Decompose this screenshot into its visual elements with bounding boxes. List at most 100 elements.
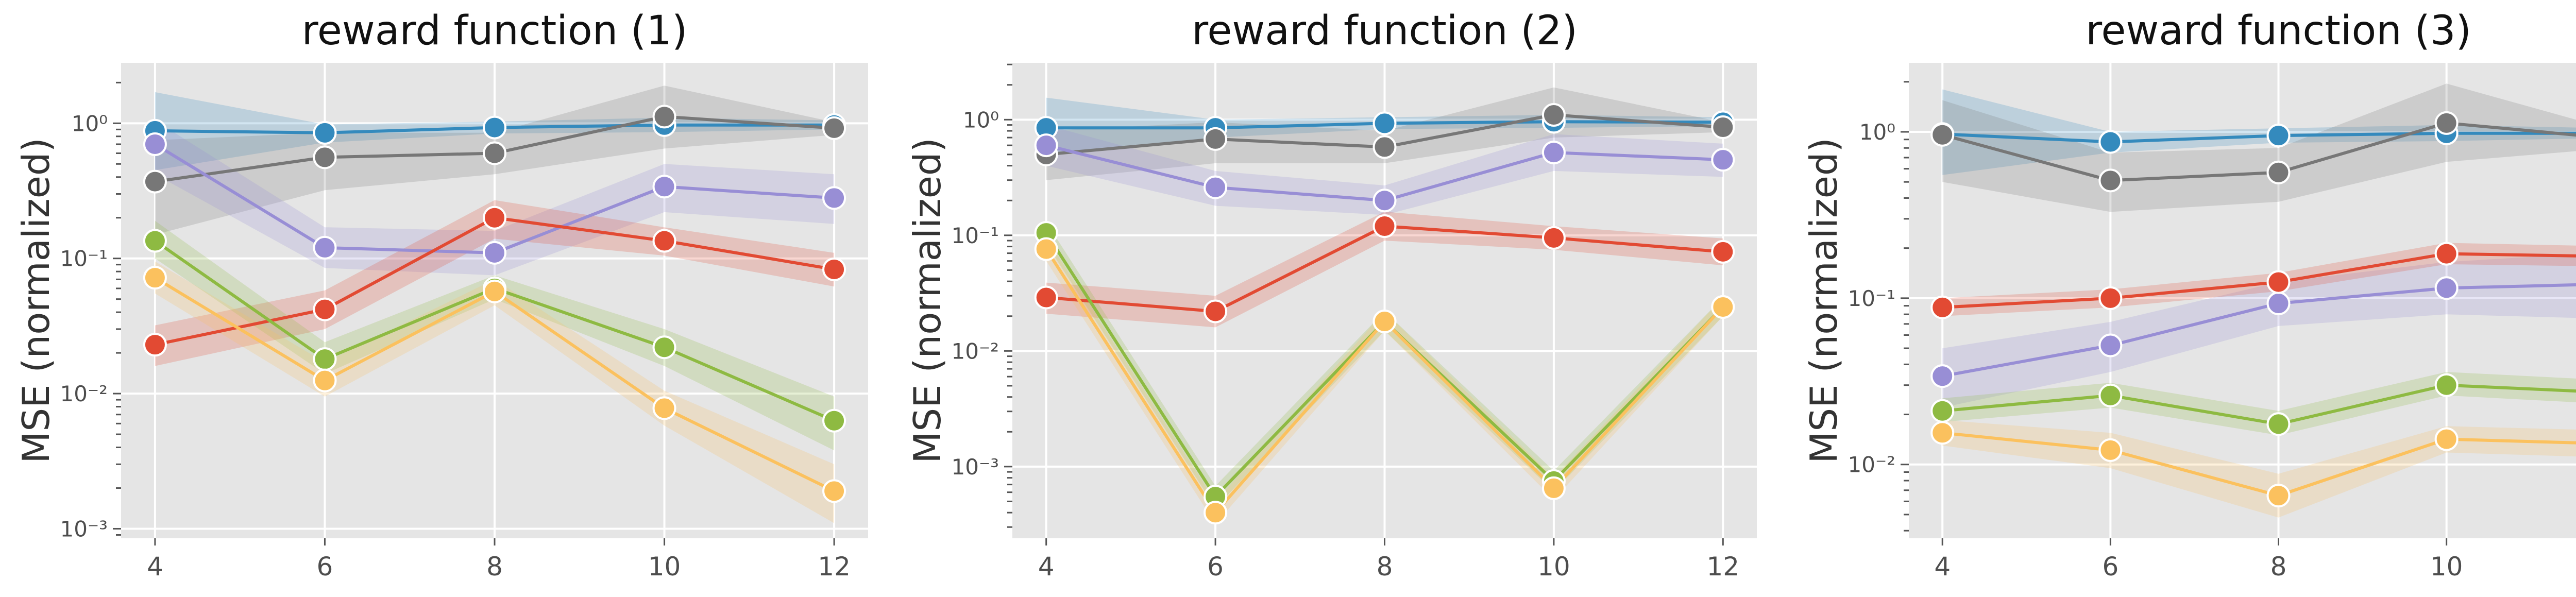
x-tick-label: 6 (2102, 552, 2119, 582)
series-5-point (143, 229, 167, 253)
series-5-point (1930, 399, 1955, 423)
series-4-point (1372, 214, 1397, 238)
series-2-point (1204, 127, 1228, 151)
series-2-point (1541, 103, 1566, 127)
plot-area (1909, 63, 2576, 538)
series-4-point (483, 206, 506, 230)
series-5-point (2266, 412, 2291, 436)
y-tick-label: 10⁻¹ (952, 223, 999, 248)
series-4-point (822, 257, 846, 281)
minor-ticks (116, 81, 121, 536)
series-5-point (2434, 373, 2459, 397)
series-2-point (1711, 115, 1735, 140)
x-tick-label: 8 (486, 552, 503, 582)
y-axis-label: MSE (normalized) (1802, 138, 1845, 463)
series-6-point (2434, 427, 2459, 451)
y-axis-label: MSE (normalized) (14, 138, 58, 463)
series-3-point (822, 186, 846, 210)
series-6-point (2266, 484, 2291, 508)
y-tick-label: 10⁰ (72, 111, 108, 136)
series-3-point (2098, 333, 2123, 357)
x-tick-label: 4 (1934, 552, 1951, 582)
series-4-point (143, 333, 167, 357)
x-tick-label: 12 (818, 552, 851, 582)
series-4-point (652, 229, 676, 253)
series-1-point (2098, 130, 2123, 154)
series-6-point (1204, 501, 1228, 525)
y-tick-label: 10⁻² (60, 381, 108, 406)
series-6-point (1034, 237, 1058, 261)
series-3-point (143, 132, 167, 156)
y-tick-label: 10⁻¹ (1848, 286, 1895, 311)
series-1-point (2266, 124, 2291, 148)
y-tick-label: 10⁰ (963, 107, 999, 132)
x-tick-label: 12 (1707, 552, 1740, 582)
series-4-point (1711, 240, 1735, 264)
minor-ticks (1007, 63, 1012, 528)
series-1-point (313, 121, 337, 145)
chart-title: reward function (2) (1192, 8, 1578, 54)
y-axis-label: MSE (normalized) (906, 138, 949, 463)
x-tick-label: 6 (317, 552, 333, 582)
chart-panel-1: 10⁻³ 10⁻² 10⁻¹ 10⁰ 4 6 8 10 12 reward function (1… (14, 8, 868, 582)
series-2-point (313, 145, 337, 169)
series-3-band (1942, 254, 2576, 408)
series-3-point (1034, 133, 1058, 158)
x-tick-label: 10 (1537, 552, 1570, 582)
series-2-point (143, 169, 167, 194)
series-4-point (1204, 299, 1228, 323)
series-6-point (652, 396, 676, 420)
series-3-point (1930, 364, 1955, 388)
series-1-band (1942, 89, 2576, 175)
chart-title: reward function (3) (2086, 8, 2471, 54)
series-2-point (652, 105, 676, 129)
series-4-point (2098, 286, 2123, 310)
x-tick-label: 4 (1038, 552, 1055, 582)
series-1-point (1372, 111, 1397, 135)
series-3-point (313, 235, 337, 260)
x-tick-label: 10 (2430, 552, 2463, 582)
series-6-point (143, 266, 167, 290)
series-3-point (652, 175, 676, 199)
x-tick-label: 8 (2270, 552, 2287, 582)
series-1-point (483, 115, 506, 140)
series-4-point (313, 297, 337, 321)
series-2-point (1372, 135, 1397, 159)
series-3-point (2434, 276, 2459, 300)
series-6-point (822, 479, 846, 503)
series-2-point (2266, 160, 2291, 184)
x-tick-label: 4 (147, 552, 163, 582)
series-3-point (1711, 148, 1735, 172)
series-6-point (1711, 295, 1735, 319)
series-6-point (1541, 476, 1566, 500)
series-4-point (1930, 295, 1955, 319)
y-tick-label: 10⁰ (1859, 120, 1895, 145)
series-6-point (483, 279, 506, 303)
series-2-point (822, 116, 846, 140)
series-5-band (1942, 372, 2576, 435)
series-3-point (483, 241, 506, 265)
series-4-point (1034, 285, 1058, 310)
series-6-point (1372, 310, 1397, 334)
chart-title: reward function (1) (302, 8, 688, 54)
y-tick-label: 10⁻³ (952, 454, 999, 480)
series-2-point (2434, 111, 2459, 135)
series-6-point (313, 368, 337, 393)
y-tick-label: 10⁻¹ (60, 246, 108, 271)
series-5-point (822, 408, 846, 433)
minor-ticks (1904, 81, 1909, 532)
x-tick-label: 8 (1377, 552, 1393, 582)
series-5-point (2098, 383, 2123, 407)
x-tick-label: 6 (1207, 552, 1224, 582)
series-4-point (2434, 242, 2459, 266)
y-tick-label: 10⁻² (952, 338, 999, 364)
series-2-point (483, 141, 506, 165)
y-tick-label: 10⁻³ (60, 516, 108, 541)
x-tick-label: 10 (648, 552, 681, 582)
series-6-point (2098, 438, 2123, 462)
chart-panel-2: 10⁻³ 10⁻² 10⁻¹ 10⁰ 4 6 8 10 12 reward function (2… (906, 8, 1757, 582)
y-tick-label: 10⁻² (1848, 452, 1895, 477)
series-5-point (313, 347, 337, 371)
